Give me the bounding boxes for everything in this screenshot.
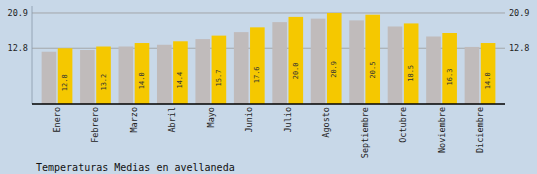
bar bbox=[311, 19, 326, 104]
bar bbox=[327, 13, 342, 104]
x-tick-label: Noviembre bbox=[437, 107, 447, 153]
data-label: 14.0 bbox=[484, 72, 492, 89]
x-tick-label: Agosto bbox=[321, 107, 331, 138]
bar bbox=[80, 50, 95, 104]
bars bbox=[42, 13, 496, 104]
bar bbox=[58, 48, 73, 104]
bar bbox=[119, 47, 134, 104]
bar bbox=[212, 36, 227, 104]
bar bbox=[481, 43, 496, 104]
y2-tick-label: 12.8 bbox=[509, 43, 529, 53]
bar bbox=[250, 27, 265, 104]
x-tick-label: Marzo bbox=[129, 107, 139, 133]
data-label: 18.5 bbox=[407, 65, 415, 82]
bar bbox=[96, 47, 111, 104]
data-label: 14.4 bbox=[176, 72, 184, 89]
bar bbox=[157, 45, 172, 104]
bar bbox=[135, 43, 150, 104]
grid-line bbox=[32, 12, 505, 13]
x-tick-label: Abril bbox=[167, 107, 177, 133]
bar bbox=[234, 32, 249, 104]
x-tick-label: Septiembre bbox=[360, 107, 370, 158]
data-label: 14.0 bbox=[138, 72, 146, 89]
x-tick-label: Mayo bbox=[206, 107, 216, 127]
data-label: 12.8 bbox=[61, 74, 69, 91]
bar bbox=[426, 36, 441, 104]
bar bbox=[388, 26, 403, 104]
x-tick-label: Febrero bbox=[90, 107, 100, 143]
x-axis-line bbox=[32, 103, 505, 105]
y2-tick-label: 20.9 bbox=[509, 8, 529, 18]
bar bbox=[404, 23, 419, 104]
x-tick-label: Julio bbox=[283, 107, 293, 133]
bar bbox=[173, 41, 188, 104]
y-axis-line bbox=[32, 6, 33, 104]
bar bbox=[349, 20, 364, 104]
x-tick-label: Enero bbox=[52, 107, 62, 133]
bar bbox=[195, 39, 210, 104]
chart: 12.8 13.2 14.0 14.4 15.7 17.6 20.0 20.9 20.5 18.5… bbox=[0, 0, 537, 174]
data-label: 20.5 bbox=[369, 62, 377, 79]
data-label: 20.0 bbox=[292, 62, 300, 79]
data-label: 17.6 bbox=[253, 66, 261, 83]
data-label: 16.3 bbox=[446, 69, 454, 86]
bar bbox=[42, 52, 57, 104]
bar bbox=[365, 15, 380, 104]
bar bbox=[272, 22, 287, 104]
data-label: 13.2 bbox=[100, 74, 108, 91]
data-label: 15.7 bbox=[215, 70, 223, 87]
title: Temperaturas Medias en avellaneda bbox=[36, 162, 235, 173]
x-tick-label: Diciembre bbox=[475, 107, 485, 153]
bar bbox=[288, 17, 303, 104]
x-tick-label: Junio bbox=[244, 107, 254, 133]
y-tick-label: 12.8 bbox=[8, 43, 28, 53]
bar bbox=[465, 47, 480, 104]
y-tick-label: 20.9 bbox=[8, 8, 28, 18]
data-label: 20.9 bbox=[330, 61, 338, 78]
x-tick-label: Octubre bbox=[398, 107, 408, 143]
bar bbox=[442, 33, 457, 104]
